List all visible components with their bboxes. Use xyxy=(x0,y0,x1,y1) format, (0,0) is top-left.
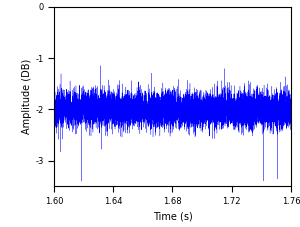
X-axis label: Time (s): Time (s) xyxy=(153,211,192,221)
Y-axis label: Amplitude (DB): Amplitude (DB) xyxy=(22,59,32,134)
